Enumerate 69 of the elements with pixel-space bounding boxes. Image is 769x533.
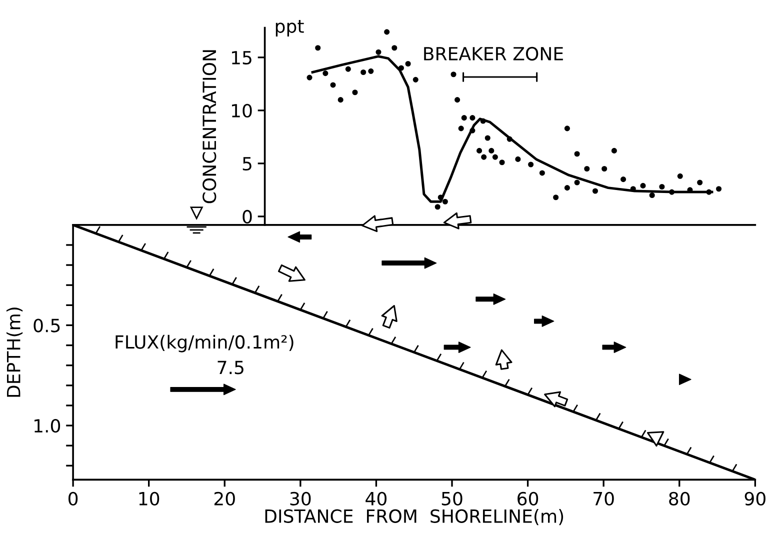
x-axis-title: DISTANCE FROM SHORELINE(m)	[265, 509, 564, 526]
point	[564, 185, 570, 191]
x-tick-label: 60	[518, 492, 538, 506]
x-tick-label: 70	[594, 492, 614, 506]
y-axis-title: CONCENTRATION	[202, 50, 216, 204]
point	[376, 49, 382, 55]
point	[306, 74, 312, 80]
point	[592, 188, 598, 194]
x-tick-label: 10	[139, 492, 160, 506]
point	[499, 160, 505, 166]
point	[659, 184, 665, 190]
point	[553, 194, 559, 200]
point	[368, 68, 374, 74]
annotation: ppt	[276, 20, 304, 36]
x-tick-label: 90	[744, 492, 766, 506]
point	[412, 76, 418, 82]
point	[484, 135, 490, 141]
point	[584, 166, 590, 172]
point	[539, 170, 545, 176]
point	[450, 72, 456, 78]
x-tick-label: 40	[366, 492, 386, 506]
point	[697, 180, 703, 186]
point	[461, 115, 467, 121]
y-tick-label: 10	[232, 104, 252, 118]
point	[338, 97, 344, 103]
point	[442, 198, 448, 204]
point	[640, 182, 646, 188]
point	[492, 154, 498, 160]
point	[458, 126, 464, 132]
point	[602, 166, 608, 172]
point	[352, 90, 358, 96]
point	[405, 60, 411, 67]
point	[515, 156, 521, 162]
annotation: FLUX(kg/min/0.1m²)	[116, 334, 294, 352]
point	[454, 97, 460, 103]
point	[649, 192, 655, 198]
point	[488, 148, 494, 154]
point	[345, 66, 351, 72]
y-tick-label: 5	[242, 157, 252, 171]
x-tick-label: 80	[669, 492, 690, 506]
x-tick-label: 20	[214, 492, 235, 506]
point	[574, 180, 580, 186]
x-tick-label: 50	[442, 492, 462, 506]
point	[384, 29, 390, 35]
y-axis-title: DEPTH(m)	[6, 308, 23, 397]
point	[330, 82, 336, 88]
point	[528, 162, 534, 168]
point	[716, 186, 722, 192]
point	[481, 154, 487, 160]
point	[677, 173, 683, 179]
x-tick-label: 30	[290, 492, 311, 506]
point	[476, 148, 482, 154]
x-tick-label: 0	[68, 492, 78, 506]
point	[322, 70, 328, 76]
point	[574, 151, 580, 157]
y-tick-label: 0	[242, 210, 252, 224]
y-tick-label: 15	[232, 51, 252, 65]
point	[360, 69, 366, 76]
annotation: BREAKER ZONE	[424, 46, 563, 61]
annotation: 7.5	[218, 360, 244, 374]
point	[315, 45, 321, 51]
y-tick-label: 1.0	[34, 418, 60, 433]
y-tick-label: 0.5	[34, 318, 60, 332]
point	[392, 45, 398, 51]
point	[470, 115, 476, 121]
point	[620, 176, 626, 182]
point	[564, 126, 570, 132]
point	[611, 148, 617, 154]
point	[434, 204, 440, 210]
